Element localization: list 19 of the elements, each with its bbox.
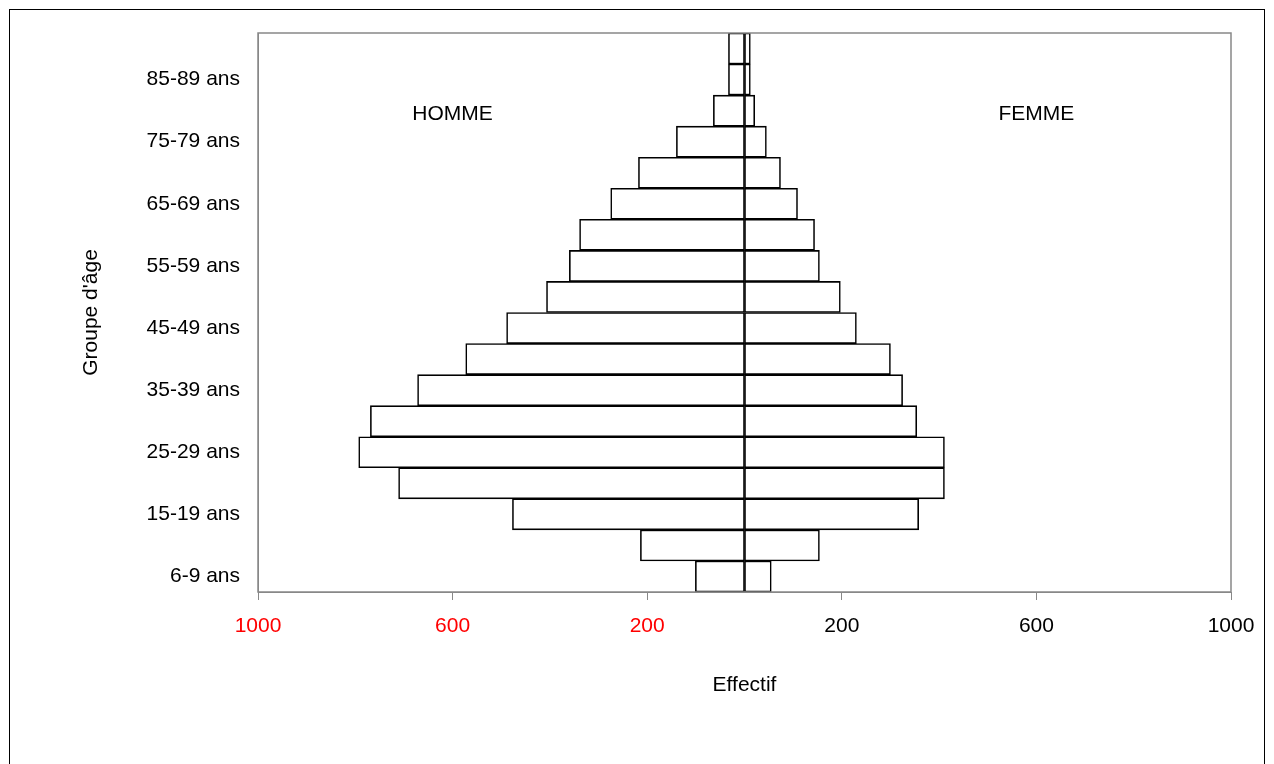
x-axis-title: Effectif bbox=[712, 672, 777, 696]
x-tick-label: 1000 bbox=[234, 613, 282, 637]
y-tick-label: 15-19 ans bbox=[146, 501, 240, 525]
x-tick-label: 200 bbox=[824, 613, 860, 637]
x-tick-label: 1000 bbox=[1207, 613, 1255, 637]
x-tick-label: 600 bbox=[1018, 613, 1054, 637]
x-tick-label: 600 bbox=[435, 613, 471, 637]
annotation: HOMME bbox=[412, 100, 493, 124]
y-tick-label: 25-29 ans bbox=[146, 439, 240, 463]
y-tick-label: 65-69 ans bbox=[146, 190, 240, 214]
y-axis-title: Groupe d'âge bbox=[78, 249, 102, 376]
y-tick-label: 45-49 ans bbox=[146, 314, 240, 338]
y-tick-label: 75-79 ans bbox=[146, 128, 240, 152]
x-tick-label: 200 bbox=[629, 613, 665, 637]
y-tick-label: 35-39 ans bbox=[146, 376, 240, 400]
annotation: FEMME bbox=[998, 100, 1075, 124]
y-tick-label: 55-59 ans bbox=[146, 252, 240, 276]
y-tick-label: 85-89 ans bbox=[146, 66, 240, 90]
y-tick-label: 6-9 ans bbox=[169, 563, 240, 587]
